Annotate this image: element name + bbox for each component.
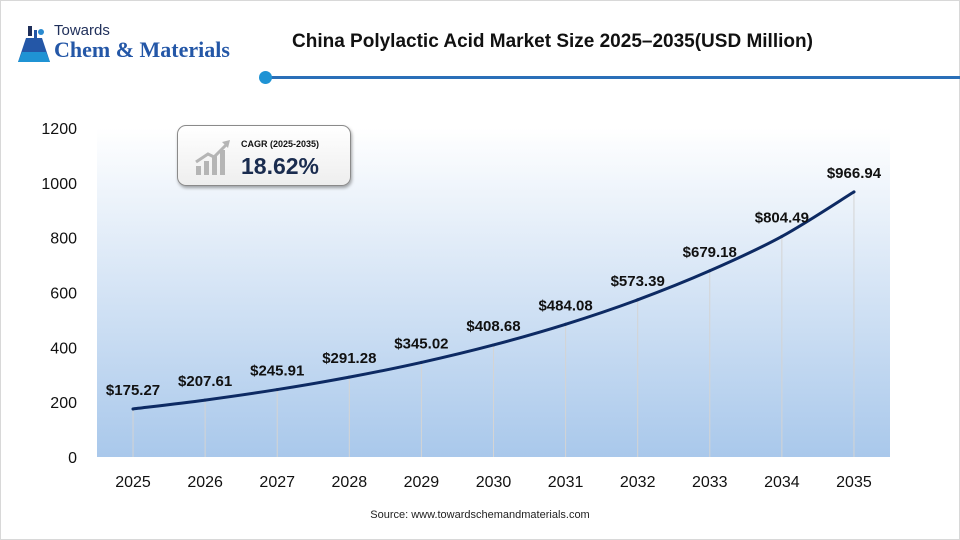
data-point: [636, 298, 640, 302]
title-rule: [268, 76, 960, 79]
data-point: [564, 322, 568, 326]
data-label: $966.94: [827, 165, 882, 182]
x-tick-label: 2027: [259, 474, 295, 491]
data-point: [419, 360, 423, 364]
chart-title: China Polylactic Acid Market Size 2025–2…: [292, 31, 813, 52]
growth-chart-icon: [195, 140, 230, 175]
y-tick-label: 1000: [41, 176, 77, 193]
data-point: [347, 375, 351, 379]
y-tick-label: 400: [50, 340, 77, 357]
logo: Towards Chem & Materials: [16, 20, 256, 66]
cagr-label: CAGR (2025-2035): [241, 139, 320, 149]
x-tick-label: 2030: [476, 474, 512, 491]
data-point: [708, 269, 712, 273]
y-tick-label: 200: [50, 395, 77, 412]
data-label: $679.18: [683, 244, 737, 261]
data-label: $207.61: [178, 373, 232, 390]
data-label: $408.68: [466, 318, 520, 335]
data-label: $291.28: [322, 350, 376, 367]
data-point: [275, 388, 279, 392]
x-tick-label: 2034: [764, 474, 800, 491]
data-label: $804.49: [755, 209, 809, 226]
data-label: $573.39: [611, 273, 665, 290]
cagr-value: 18.62%: [241, 153, 320, 179]
data-label: $175.27: [106, 382, 160, 399]
x-tick-label: 2025: [115, 474, 151, 491]
logo-brand-text: Chem & Materials: [54, 37, 230, 62]
x-tick-label: 2031: [548, 474, 584, 491]
flask-logo-icon: [18, 26, 50, 62]
y-tick-label: 1200: [41, 121, 77, 138]
data-point: [131, 407, 135, 411]
source-note: Source: www.towardschemandmaterials.com: [370, 509, 590, 521]
data-point: [852, 190, 856, 194]
x-tick-label: 2029: [404, 474, 440, 491]
data-point: [492, 343, 495, 347]
logo-small-text: Towards: [54, 22, 110, 39]
y-tick-label: 0: [68, 450, 77, 467]
data-label: $345.02: [394, 335, 448, 352]
cagr-callout: CAGR (2025-2035) 18.62%: [177, 125, 351, 186]
x-tick-label: 2026: [187, 474, 223, 491]
data-label: $484.08: [538, 297, 592, 314]
data-label: $245.91: [250, 363, 304, 380]
x-tick-label: 2032: [620, 474, 656, 491]
title-rule-dot: [259, 71, 272, 84]
y-tick-label: 600: [50, 286, 77, 303]
x-tick-label: 2033: [692, 474, 728, 491]
x-tick-label: 2028: [332, 474, 368, 491]
x-tick-label: 2035: [836, 474, 872, 491]
y-tick-label: 800: [50, 231, 77, 248]
data-point: [780, 234, 784, 238]
data-point: [203, 398, 207, 402]
